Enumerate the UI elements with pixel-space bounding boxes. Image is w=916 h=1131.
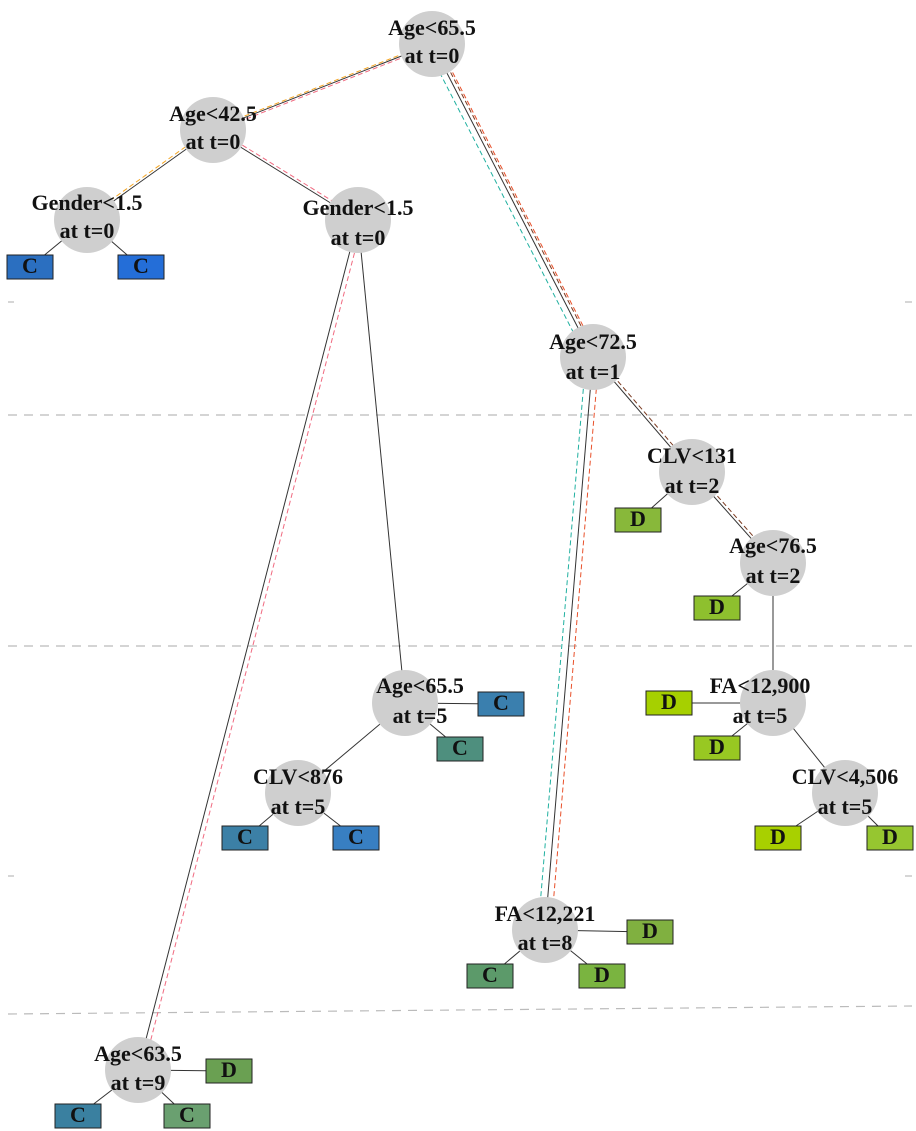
leaf-box — [693, 735, 741, 761]
node-time: at t=5 — [271, 794, 326, 819]
leaf-label: D — [882, 824, 898, 849]
leaf-box — [436, 736, 484, 762]
leaf-box — [626, 919, 674, 945]
node-circle — [325, 187, 391, 253]
leaf-label: D — [642, 918, 658, 943]
leaf-label: C — [237, 824, 253, 849]
leaf-box — [614, 507, 662, 533]
node-label: CLV<4,506 — [792, 764, 898, 789]
node-circle — [560, 324, 626, 390]
node-circle — [180, 97, 246, 163]
node-label: Age<42.5 — [169, 101, 257, 126]
node-label: Age<63.5 — [94, 1041, 182, 1066]
node-circle — [740, 530, 806, 596]
leaf-box — [866, 825, 914, 851]
leaf-label: C — [70, 1102, 86, 1127]
node-time: at t=0 — [186, 129, 241, 154]
leaf-label: D — [594, 962, 610, 987]
node-time: at t=8 — [518, 930, 573, 955]
node-circle — [512, 897, 578, 963]
node-circle — [105, 1037, 171, 1103]
nodes: Age<65.5 at t=0 Age<42.5 at t=0 Gender<1.5 at… — [6, 11, 914, 1129]
leaf-label: C — [452, 735, 468, 760]
node-circle — [399, 11, 465, 77]
leaf-box — [466, 963, 514, 989]
node-time: at t=1 — [566, 359, 621, 384]
leaf-box — [645, 690, 693, 716]
leaf-label: D — [221, 1057, 237, 1082]
leaf-box — [6, 254, 54, 280]
node-label: Age<72.5 — [549, 329, 637, 354]
leaf-label: D — [770, 824, 786, 849]
edge — [544, 356, 594, 931]
node-label: Gender<1.5 — [303, 195, 414, 220]
edge — [431, 43, 594, 358]
node-circle — [812, 760, 878, 826]
leaf-box — [54, 1103, 102, 1129]
leaf-label: D — [709, 734, 725, 759]
node-circle — [740, 670, 806, 736]
node-time: at t=5 — [818, 794, 873, 819]
leaf-box — [693, 595, 741, 621]
leaf-label: C — [493, 690, 509, 715]
leaf-box — [754, 825, 802, 851]
separator — [7, 1005, 913, 1015]
node-label: Age<76.5 — [729, 533, 817, 558]
node-time: at t=2 — [665, 473, 720, 498]
leaf-label: C — [133, 253, 149, 278]
leaf-box — [163, 1103, 211, 1129]
edge — [357, 219, 406, 704]
leaf-label: D — [661, 689, 677, 714]
node-time: at t=9 — [111, 1070, 166, 1095]
node-label: Age<65.5 — [388, 15, 476, 40]
node-label: Age<65.5 — [376, 673, 464, 698]
node-circle — [659, 439, 725, 505]
time-separators — [7, 301, 913, 1015]
leaf-label: C — [179, 1102, 195, 1127]
leaf-label: C — [482, 962, 498, 987]
leaf-box — [221, 825, 269, 851]
leaf-box — [578, 963, 626, 989]
node-time: at t=0 — [405, 43, 460, 68]
node-time: at t=0 — [60, 218, 115, 243]
leaf-box — [332, 825, 380, 851]
node-label: CLV<131 — [647, 443, 737, 468]
leaf-box — [477, 691, 525, 717]
edge — [137, 219, 359, 1071]
node-circle — [265, 760, 331, 826]
edge — [212, 43, 433, 131]
node-label: Gender<1.5 — [32, 190, 143, 215]
leaf-label: D — [630, 506, 646, 531]
leaf-label: C — [348, 824, 364, 849]
leaf-box — [205, 1058, 253, 1084]
node-label: CLV<876 — [253, 764, 343, 789]
node-label: FA<12,900 — [710, 673, 811, 698]
node-time: at t=5 — [733, 703, 788, 728]
highlight-paths — [82, 43, 778, 1071]
decision-path — [435, 43, 778, 564]
node-label: FA<12,221 — [495, 901, 596, 926]
node-time: at t=0 — [331, 225, 386, 250]
node-circle — [372, 670, 438, 736]
node-time: at t=2 — [746, 563, 801, 588]
leaf-label: D — [709, 594, 725, 619]
node-circle — [54, 187, 120, 253]
leaf-label: C — [22, 253, 38, 278]
leaf-box — [117, 254, 165, 280]
node-time: at t=5 — [393, 703, 448, 728]
decision-path — [142, 43, 438, 1071]
